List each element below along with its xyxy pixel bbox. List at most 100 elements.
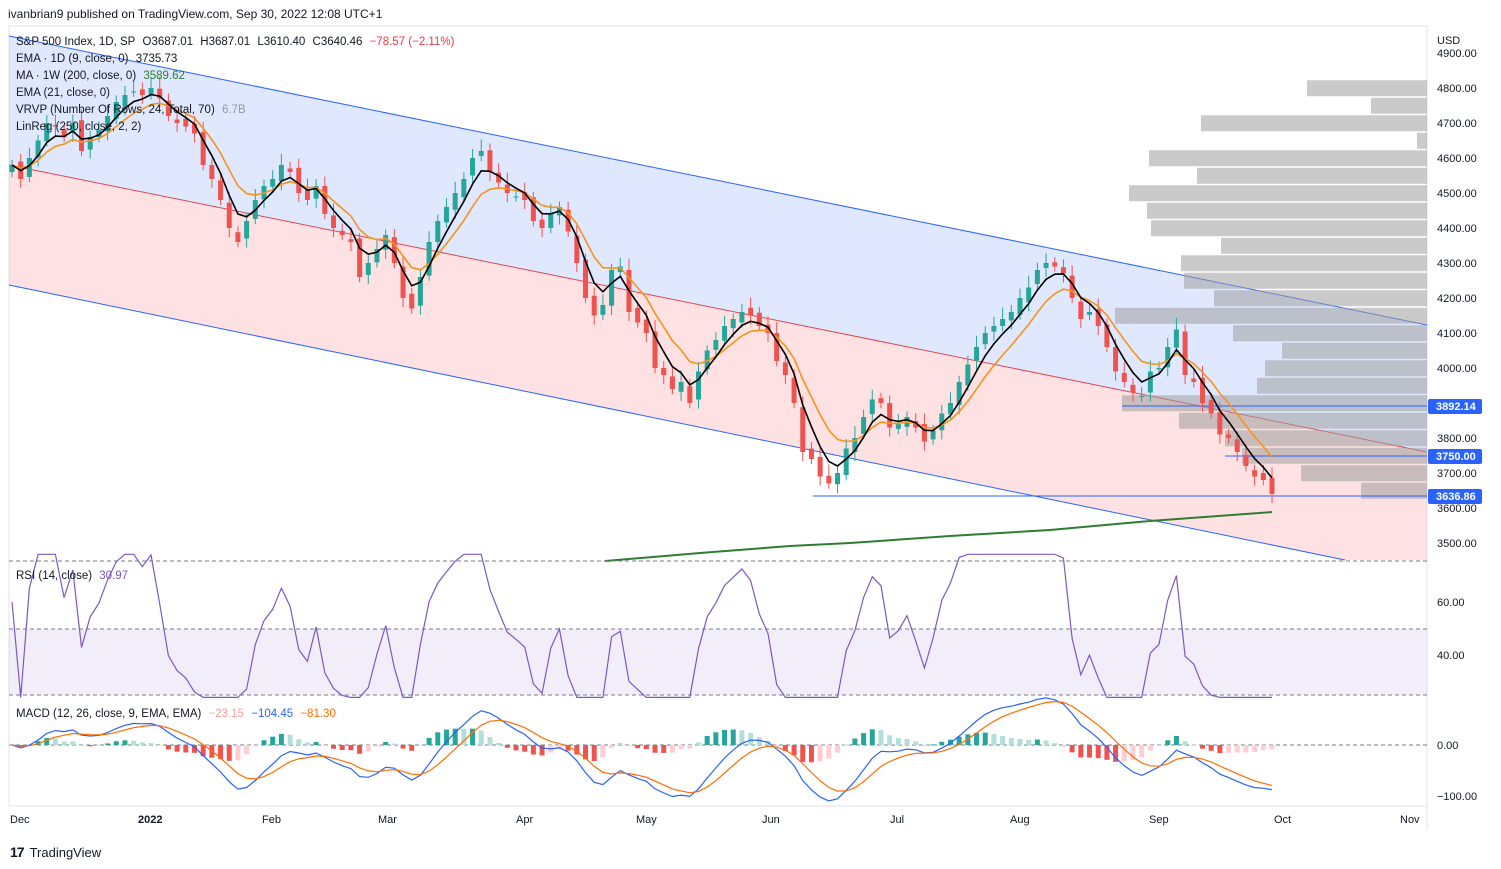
macd-hist-bar [417,745,423,746]
candle-body [1217,412,1223,435]
svg-text:3750.00: 3750.00 [1436,451,1476,463]
candle-body [122,95,128,107]
vrvp-label: VRVP (Number Of Rows, 24, Total, 70) [16,104,215,116]
macd-hist-bar [669,745,675,753]
price-tick: 4800.00 [1437,83,1477,95]
candle-body [174,119,180,123]
macd-hist-bar [331,745,337,749]
volume-profile-bar [1197,167,1427,184]
macd-hist-bar [904,739,910,745]
macd-hist-bar [530,745,536,755]
ema21-line [11,102,1273,458]
macd-hist-bar [313,741,319,745]
time-label: May [636,814,657,826]
macd-hist-bar [1226,745,1232,753]
candle-body [661,368,667,375]
candle-body [1234,439,1240,452]
volume-profile-bar [1257,377,1427,394]
candle-body [756,312,762,326]
time-label: Sep [1149,814,1169,826]
candle-body [878,398,884,403]
legend-ma200: MA · 1W (200, close, 0) 3589.62 [16,70,189,82]
candle-body [574,235,580,263]
footer-branding[interactable]: 17 TradingView [10,844,101,860]
volume-profile-bar [1417,132,1427,149]
candle-body [452,193,458,210]
macd-hist-bar [435,732,441,745]
candle-body [530,197,536,221]
publisher-line: ivanbrian9 published on TradingView.com,… [8,7,383,21]
candle-body [730,319,736,329]
macd-hist-bar [226,745,232,761]
ma200-label: MA · 1W (200, close, 0) [16,70,137,82]
macd-hist-bar [191,745,197,753]
channel-lower-fill [9,165,1427,560]
macd-hist-bar [383,741,389,745]
candle-body [921,424,927,442]
candle-body [61,130,67,137]
macd-hist-bar [374,745,380,747]
macd-hist-bar [400,745,406,749]
volume-profile-bar [1129,185,1427,202]
legend-open: O3687.01 [142,36,194,48]
macd-hist-bar [131,740,137,745]
macd-hist-bar [756,737,762,745]
volume-profile-bar [1149,150,1427,167]
macd-hist-bar [452,728,458,745]
candle-body [956,382,962,406]
macd-hist-bar [244,745,250,755]
candle-body [209,165,215,179]
macd-hist-bar [1043,740,1049,745]
macd-hist-bar [1095,745,1101,759]
macd-hist-bar [105,743,111,745]
macd-hist-bar [122,740,128,745]
candle-body [1121,372,1127,382]
price-axis[interactable]: 4900.00 4800.00 4700.00 4600.00 4500.00 4400.… [1437,48,1477,550]
candle-body [383,235,389,250]
macd-hist-bar [1026,739,1032,745]
candle-body [35,140,41,158]
candle-body [887,403,893,428]
macd-hist-bar [1234,745,1240,753]
svg-text:3892.14: 3892.14 [1436,401,1477,413]
candle-body [1156,368,1162,370]
candle-body [391,237,397,263]
candle-body [513,196,519,198]
macd-hist-bar [1191,744,1197,746]
macd-hist-bar [939,741,945,745]
macd-hist-bar [635,745,641,749]
candle-body [939,413,945,431]
macd-hist-bar [1017,738,1023,745]
candle-body [131,91,137,93]
candle-body [313,186,319,199]
candle-body [669,376,675,389]
macd-hist-bar [661,745,667,753]
candle-body [287,168,293,172]
macd-hist-bar [565,745,571,751]
candle-body [782,362,788,375]
candle-body [861,417,867,434]
macd-hist-bar [600,745,606,758]
time-axis[interactable]: Dec 2022 Feb Mar Apr May Jun Jul Aug Sep Oct Nov [10,814,1420,826]
candle-body [930,431,936,440]
macd-hist-bar [722,729,728,745]
macd-hist-bar [730,729,736,745]
candle-body [522,192,528,200]
candle-body [157,88,163,99]
ma200-value: 3589.62 [143,70,185,82]
volume-profile-bar [1184,272,1427,289]
macd-hist-bar [443,729,449,745]
volume-profile-bar [1301,465,1427,482]
candle-body [96,130,102,137]
macd-hist-bar [609,745,615,749]
macd-hist-bar [878,729,884,745]
macd-hist-bar [974,732,980,745]
macd-hist-bar [861,733,867,745]
rsi-band [9,629,1427,695]
volume-profile-bar [1179,412,1427,429]
price-tag-3750: 3750.00 [1428,449,1482,464]
candle-body [1260,473,1266,480]
macd-hist-bar [574,745,580,755]
legend-rsi: RSI (14, close) 30.97 [16,570,132,582]
